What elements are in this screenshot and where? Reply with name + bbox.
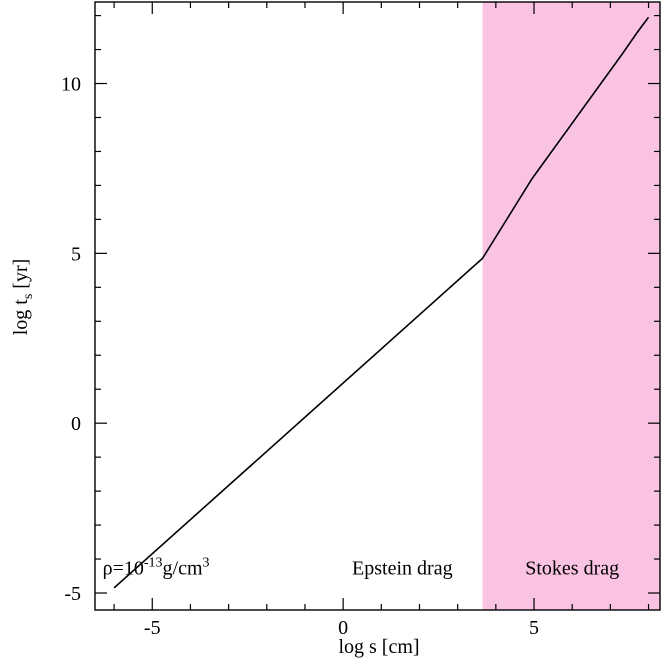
y-axis-label-sub: s	[21, 294, 36, 299]
x-axis-label: log s [cm]	[338, 636, 419, 658]
tick-labels: -5 0 5 -5 0 5 10	[61, 74, 539, 639]
plot-frame	[94, 1, 661, 611]
epstein-annotation: Epstein drag	[352, 557, 453, 579]
density-exponent: -13	[144, 555, 163, 570]
y-tick-label: 0	[71, 413, 81, 435]
y-tick-label: 10	[61, 74, 81, 96]
x-tick-label: 0	[338, 617, 348, 639]
x-tick-label: -5	[144, 617, 161, 639]
stokes-annotation: Stokes drag	[525, 557, 619, 579]
density-prefix: ρ=10	[103, 557, 144, 579]
density-units: g/cm	[163, 557, 203, 579]
stokes-region-shade	[482, 2, 660, 610]
y-axis-label-unit: [yr]	[10, 259, 32, 289]
series-line	[113, 16, 650, 589]
axis-ticks	[95, 2, 660, 610]
y-tick-label: 5	[71, 243, 81, 265]
density-power: 3	[203, 555, 210, 570]
x-tick-label: 5	[529, 617, 539, 639]
density-annotation: ρ=10-13g/cm3	[103, 555, 210, 579]
y-axis-label: log ts [yr]	[10, 259, 36, 336]
y-tick-label: -5	[64, 583, 81, 605]
y-axis-label-main: log t	[10, 299, 32, 336]
